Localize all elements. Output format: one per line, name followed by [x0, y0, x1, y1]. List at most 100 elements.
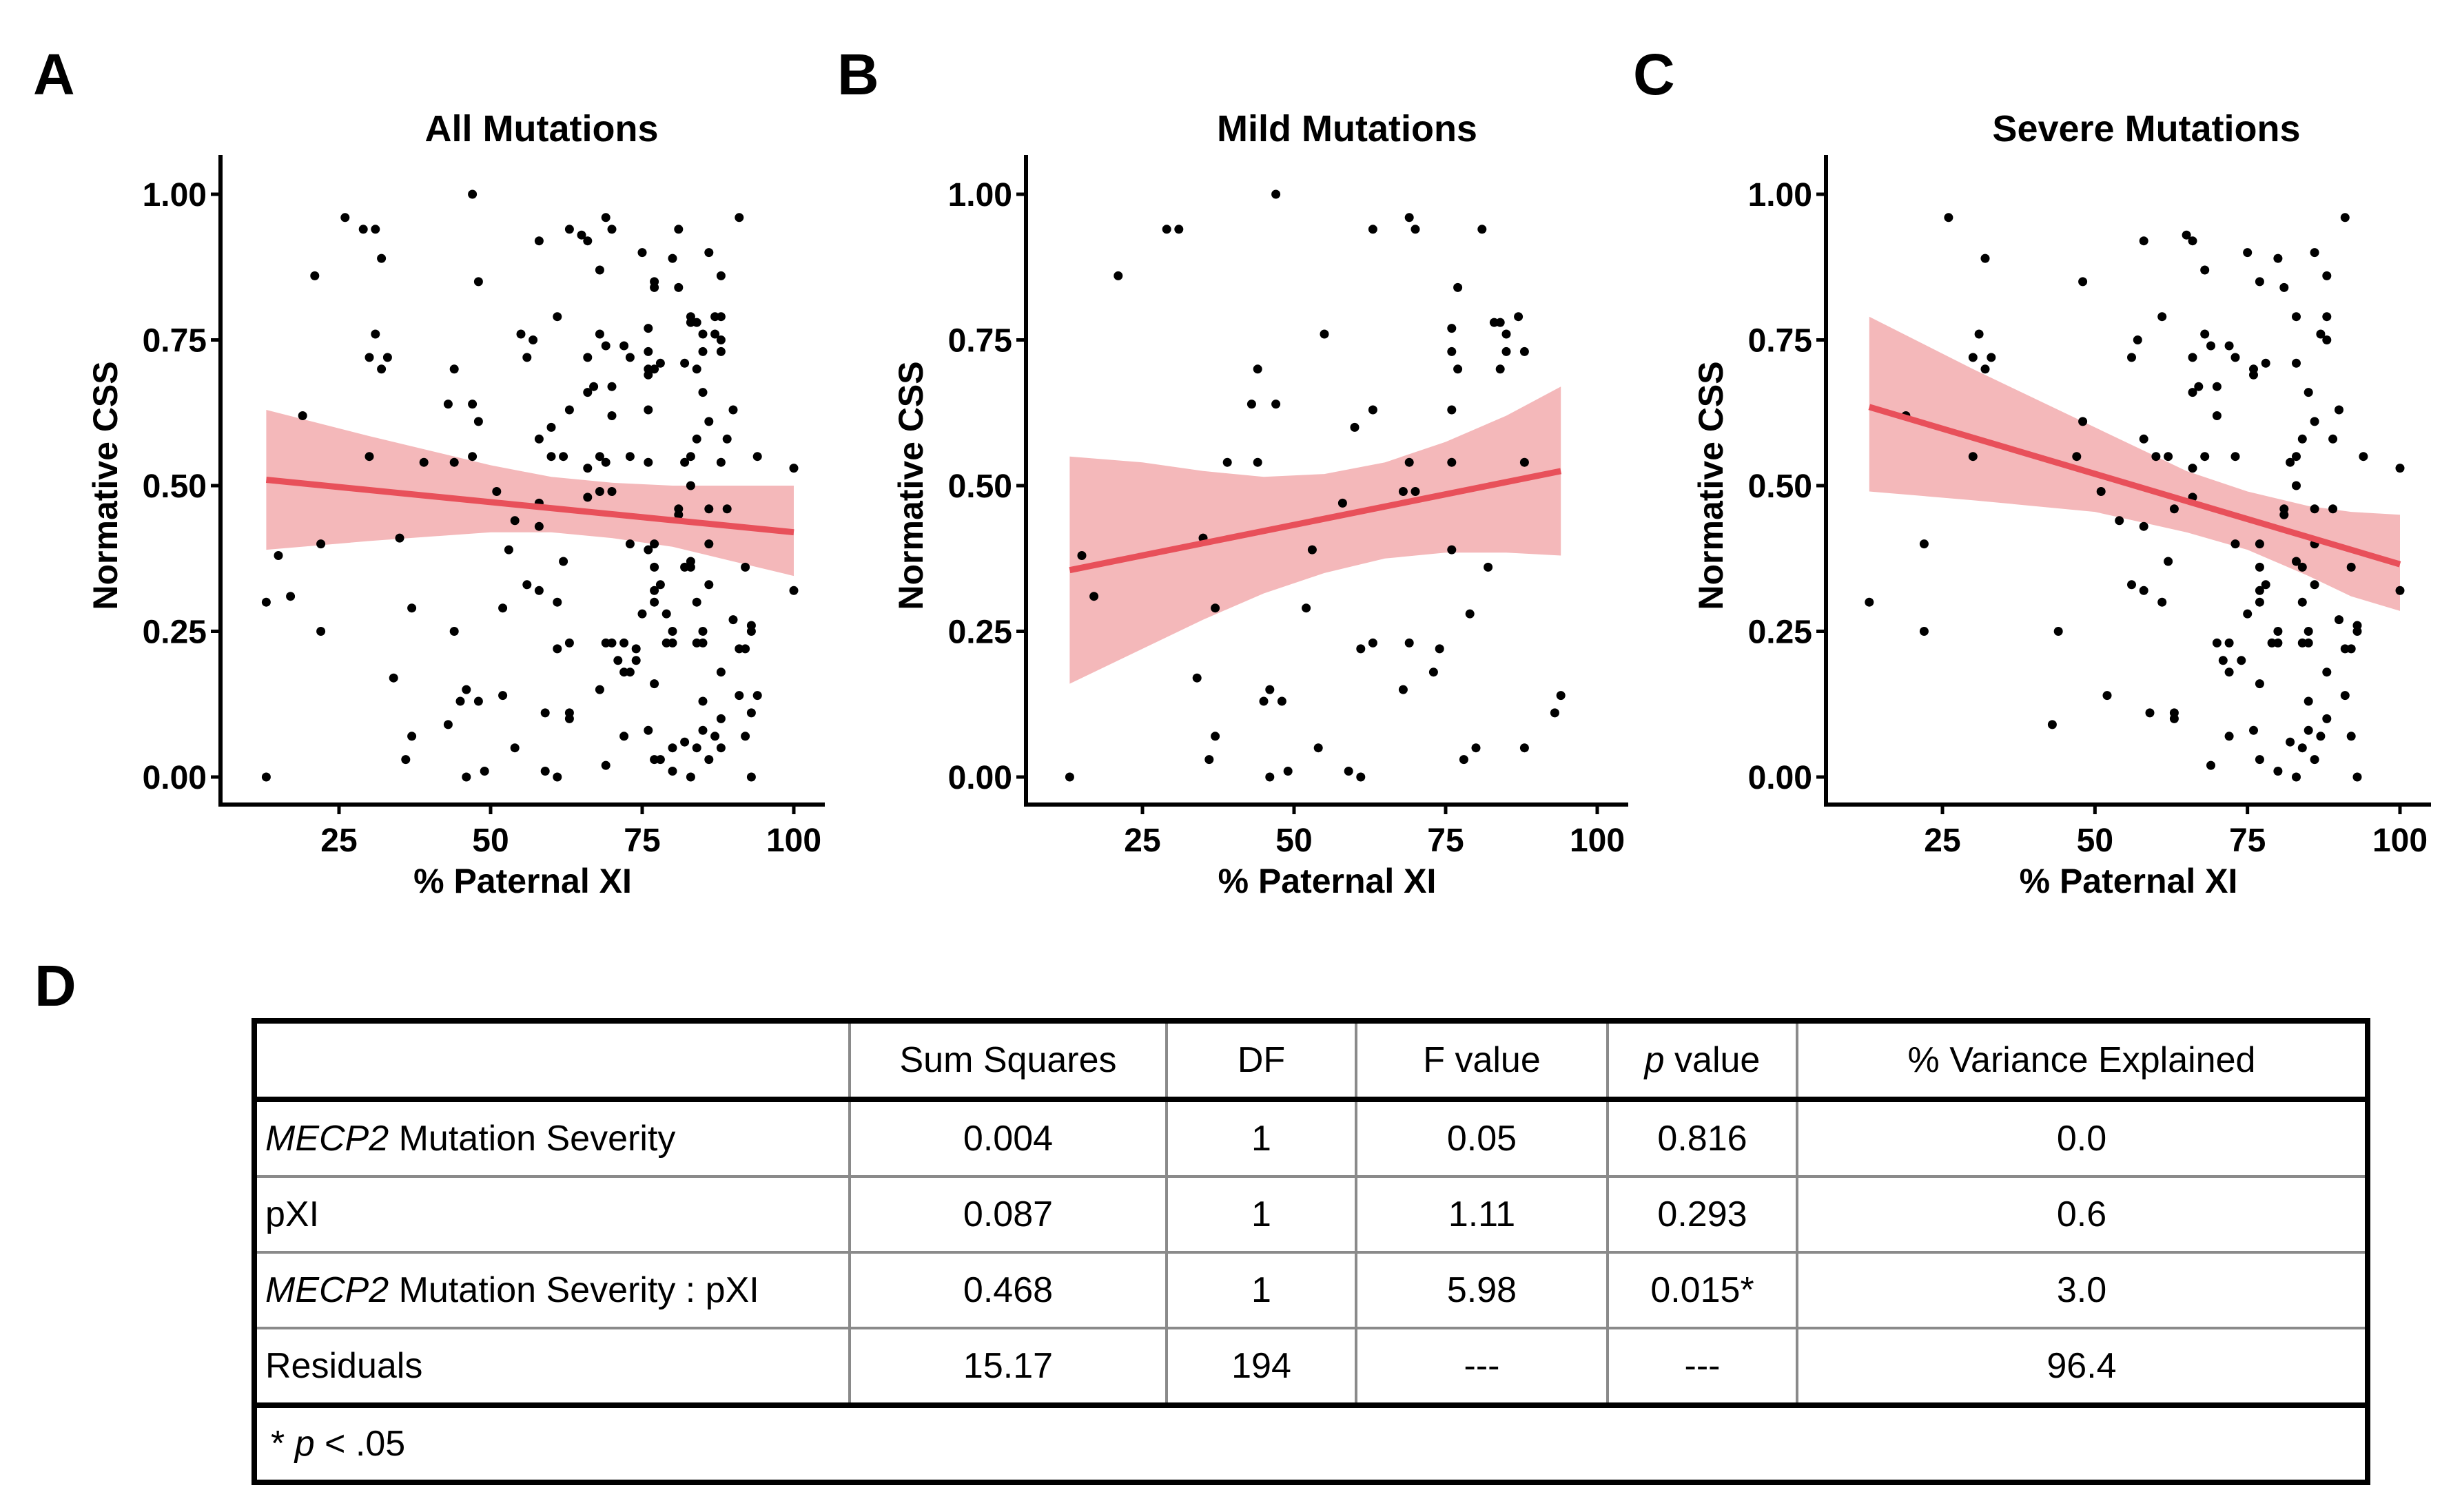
- data-point: [529, 335, 538, 344]
- data-point: [1253, 457, 1262, 467]
- data-point: [1222, 457, 1232, 467]
- data-point: [2133, 335, 2142, 344]
- data-point: [2188, 236, 2197, 246]
- data-point: [564, 638, 574, 648]
- cell-p-value: ---: [1606, 1327, 1798, 1408]
- cell-df: 1: [1165, 1251, 1357, 1329]
- data-point: [680, 358, 690, 368]
- data-point: [1980, 253, 1990, 263]
- data-point: [2255, 679, 2264, 689]
- data-point: [377, 253, 387, 263]
- data-point: [2273, 627, 2283, 636]
- data-point: [2335, 405, 2343, 415]
- cell-p-value: 0.816: [1606, 1098, 1798, 1178]
- data-point: [1265, 772, 1275, 782]
- data-point: [668, 627, 677, 636]
- data-point: [473, 696, 483, 706]
- data-point: [655, 755, 665, 765]
- data-point: [650, 679, 659, 689]
- data-point: [698, 329, 708, 339]
- x-tick-label: 25: [1924, 822, 1960, 859]
- data-point: [1368, 638, 1377, 648]
- data-point: [1519, 457, 1529, 467]
- data-point: [1320, 329, 1329, 339]
- y-tick-label: 0.25: [143, 614, 207, 651]
- cell-term: Residuals: [257, 1327, 851, 1408]
- data-point: [607, 225, 617, 234]
- data-point: [1410, 225, 1420, 234]
- data-point: [789, 464, 799, 473]
- data-point: [1404, 213, 1414, 222]
- data-point: [2255, 586, 2264, 595]
- data-point: [510, 516, 520, 526]
- data-point: [546, 452, 556, 462]
- data-point: [692, 434, 701, 444]
- data-point: [655, 358, 665, 368]
- data-point: [1271, 189, 1281, 199]
- header-variance-explained: % Variance Explained: [1796, 1024, 2365, 1102]
- data-point: [1447, 324, 1457, 333]
- panel-letter-a: A: [33, 42, 75, 107]
- data-point: [619, 732, 629, 741]
- data-point: [2157, 597, 2167, 607]
- data-point: [644, 545, 653, 555]
- data-point: [2346, 562, 2356, 572]
- footnote-p: p: [294, 1424, 315, 1464]
- data-point: [2200, 452, 2210, 462]
- data-point: [2053, 627, 2063, 636]
- data-point: [692, 597, 701, 607]
- data-point: [449, 457, 459, 467]
- header-term: [257, 1024, 851, 1102]
- footnote-star: *: [271, 1424, 295, 1464]
- data-point: [2261, 358, 2270, 368]
- data-point: [710, 329, 720, 339]
- data-point: [2255, 597, 2264, 607]
- data-point: [2237, 656, 2246, 665]
- y-tick-label: 0.75: [1748, 323, 1812, 360]
- panel-letter-d: D: [34, 953, 76, 1018]
- cell-df: 1: [1165, 1175, 1357, 1254]
- data-point: [752, 452, 762, 462]
- data-point: [2328, 434, 2338, 444]
- data-point: [741, 732, 750, 741]
- data-point: [2346, 644, 2356, 654]
- data-point: [735, 691, 744, 701]
- data-point: [498, 603, 508, 613]
- x-tick-label: 100: [2372, 822, 2428, 859]
- x-axis-label: % Paternal XI: [2020, 862, 2238, 900]
- data-point: [644, 457, 653, 467]
- y-tick-label: 0.50: [948, 468, 1012, 505]
- data-point: [698, 346, 708, 356]
- data-point: [1484, 562, 1493, 572]
- data-point: [1495, 364, 1505, 374]
- data-point: [1350, 422, 1360, 432]
- data-point: [316, 627, 326, 636]
- data-point: [698, 638, 708, 648]
- data-point: [746, 627, 756, 636]
- data-point: [473, 277, 483, 287]
- table-row: pXI 0.087 1 1.11 0.293 0.6: [257, 1175, 2365, 1254]
- data-point: [564, 225, 574, 234]
- y-tick-label: 0.75: [948, 323, 1012, 360]
- panel-a: [211, 155, 825, 814]
- data-point: [1344, 767, 1353, 776]
- table-footnote-row: * p < .05: [257, 1405, 2365, 1480]
- cell-term: MECP2 Mutation Severity : pXI: [257, 1251, 851, 1329]
- data-point: [2249, 725, 2258, 735]
- data-point: [1337, 498, 1347, 508]
- data-point: [419, 457, 429, 467]
- data-point: [2078, 417, 2088, 426]
- cell-variance-explained: 96.4: [1796, 1327, 2365, 1408]
- data-point: [2322, 714, 2332, 723]
- data-point: [583, 236, 593, 246]
- table-row: MECP2 Mutation Severity : pXI 0.468 1 5.98 0…: [257, 1251, 2365, 1329]
- data-point: [2340, 213, 2350, 222]
- cell-sum-squares: 0.468: [848, 1251, 1168, 1329]
- data-point: [704, 248, 714, 258]
- data-point: [468, 189, 478, 199]
- data-point: [2273, 638, 2283, 648]
- confidence-ribbon: [1869, 316, 2400, 611]
- x-tick-label: 75: [2229, 822, 2266, 859]
- y-tick-label: 0.00: [1748, 760, 1812, 796]
- data-point: [1465, 609, 1475, 619]
